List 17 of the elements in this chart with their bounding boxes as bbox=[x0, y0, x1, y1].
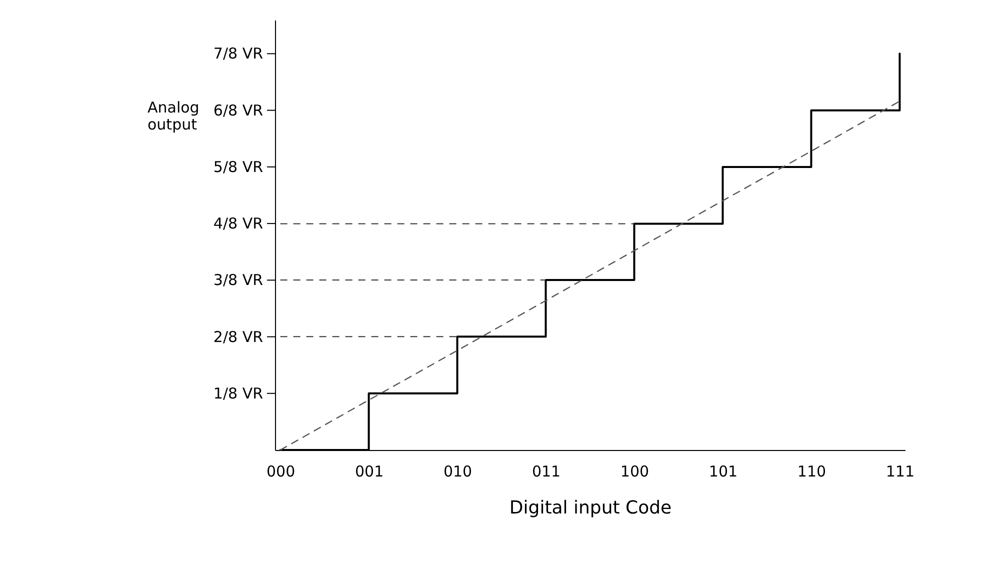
x-axis-title: Digital input Code bbox=[509, 498, 672, 518]
x-tick-label: 000 bbox=[266, 462, 296, 480]
text: 7/8 VR bbox=[213, 44, 263, 63]
x-tick-label: 100 bbox=[620, 462, 650, 480]
y-axis-title: Analog output bbox=[148, 98, 200, 134]
text: 1/8 VR bbox=[213, 384, 263, 402]
x-tick-label: 111 bbox=[886, 462, 915, 480]
x-tick-label: 101 bbox=[708, 462, 738, 480]
x-tick-label: 110 bbox=[797, 462, 826, 480]
x-tick-label: 011 bbox=[532, 462, 561, 480]
text: 6/8 VR bbox=[213, 101, 263, 120]
text: 2/8 VR bbox=[213, 328, 263, 346]
text: 4/8 VR bbox=[213, 214, 263, 233]
text: 5/8 VR bbox=[213, 158, 263, 176]
text: 3/8 VR bbox=[213, 271, 263, 290]
x-tick-label: 010 bbox=[443, 462, 472, 480]
x-tick-label: 001 bbox=[354, 462, 384, 480]
